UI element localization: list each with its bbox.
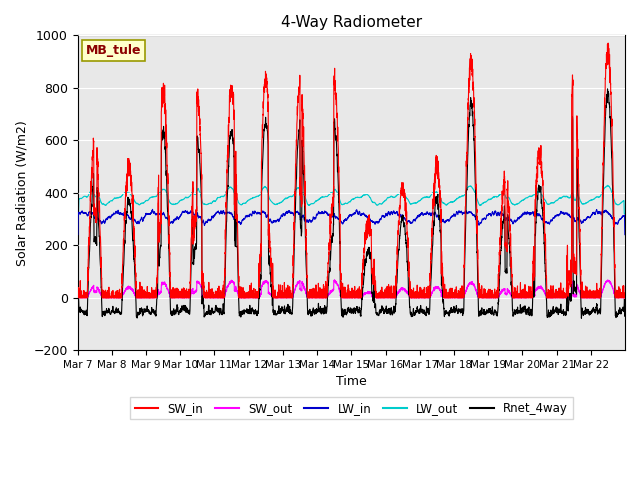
SW_out (529, 294, 536, 300)
Rnet_4way (74, 308, 81, 314)
Line: SW_out: SW_out (77, 280, 625, 298)
SW_out (74, 295, 81, 300)
LW_out (621, 211, 629, 216)
SW_in (604, 40, 612, 46)
Line: LW_out: LW_out (77, 185, 625, 214)
LW_in (529, 210, 536, 216)
LW_out (529, 193, 536, 199)
SW_in (188, 236, 195, 242)
Rnet_4way (577, 315, 585, 321)
LW_in (148, 206, 156, 212)
LW_out (401, 193, 409, 199)
SW_in (502, 244, 509, 250)
Y-axis label: Solar Radiation (W/m2): Solar Radiation (W/m2) (15, 120, 28, 265)
Rnet_4way (502, 268, 509, 274)
SW_in (621, 295, 629, 300)
SW_out (543, 293, 550, 299)
X-axis label: Time: Time (336, 375, 367, 388)
SW_in (74, 295, 81, 300)
Rnet_4way (188, 261, 195, 266)
SW_in (529, 295, 536, 300)
Title: 4-Way Radiometer: 4-Way Radiometer (281, 15, 422, 30)
SW_out (372, 294, 380, 300)
Legend: SW_in, SW_out, LW_in, LW_out, Rnet_4way: SW_in, SW_out, LW_in, LW_out, Rnet_4way (130, 397, 573, 420)
LW_out (502, 193, 509, 199)
LW_in (188, 209, 195, 215)
LW_out (604, 182, 611, 188)
Rnet_4way (543, 296, 550, 302)
LW_in (401, 216, 409, 221)
LW_out (188, 191, 195, 197)
SW_out (502, 291, 509, 297)
Line: SW_in: SW_in (77, 43, 625, 298)
Rnet_4way (372, 301, 380, 307)
LW_in (621, 232, 629, 238)
LW_out (372, 201, 380, 206)
LW_in (543, 219, 550, 225)
Rnet_4way (604, 86, 611, 92)
Rnet_4way (621, 309, 629, 314)
SW_out (401, 288, 409, 293)
Text: MB_tule: MB_tule (86, 44, 141, 57)
Line: Rnet_4way: Rnet_4way (77, 89, 625, 318)
LW_in (502, 216, 509, 222)
LW_in (372, 220, 380, 226)
SW_in (372, 278, 380, 284)
LW_out (543, 199, 550, 205)
SW_in (543, 275, 550, 281)
SW_in (401, 193, 409, 199)
Rnet_4way (529, 310, 536, 316)
LW_in (74, 232, 81, 238)
Rnet_4way (401, 223, 409, 228)
SW_out (621, 295, 629, 300)
LW_out (74, 211, 81, 216)
SW_out (188, 289, 195, 295)
Line: LW_in: LW_in (77, 209, 625, 235)
SW_out (331, 277, 339, 283)
